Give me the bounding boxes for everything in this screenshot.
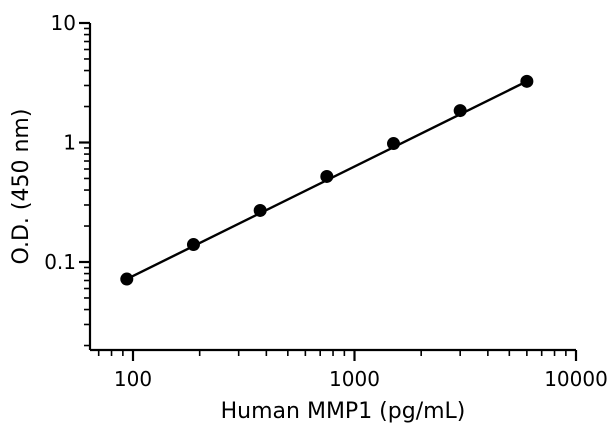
y-tick-label: 1 (63, 131, 76, 155)
data-point (520, 74, 534, 88)
axes-layer: 100 1000 10000 0.1 1 10 (44, 11, 608, 391)
data-point (320, 169, 334, 183)
y-tick-label: 10 (51, 11, 76, 35)
data-point (253, 203, 267, 217)
data-points-layer (120, 74, 534, 286)
x-axis-title: Human MMP1 (pg/mL) (221, 399, 466, 424)
data-point (387, 137, 401, 151)
data-point (120, 272, 134, 286)
y-axis-title: O.D. (450 nm) (9, 109, 34, 265)
y-tick-label: 0.1 (44, 250, 76, 274)
x-tick-label: 10000 (544, 367, 608, 391)
x-tick-label: 1000 (329, 367, 380, 391)
x-tick-label: 100 (114, 367, 152, 391)
data-point (186, 238, 200, 252)
data-point (453, 104, 467, 118)
